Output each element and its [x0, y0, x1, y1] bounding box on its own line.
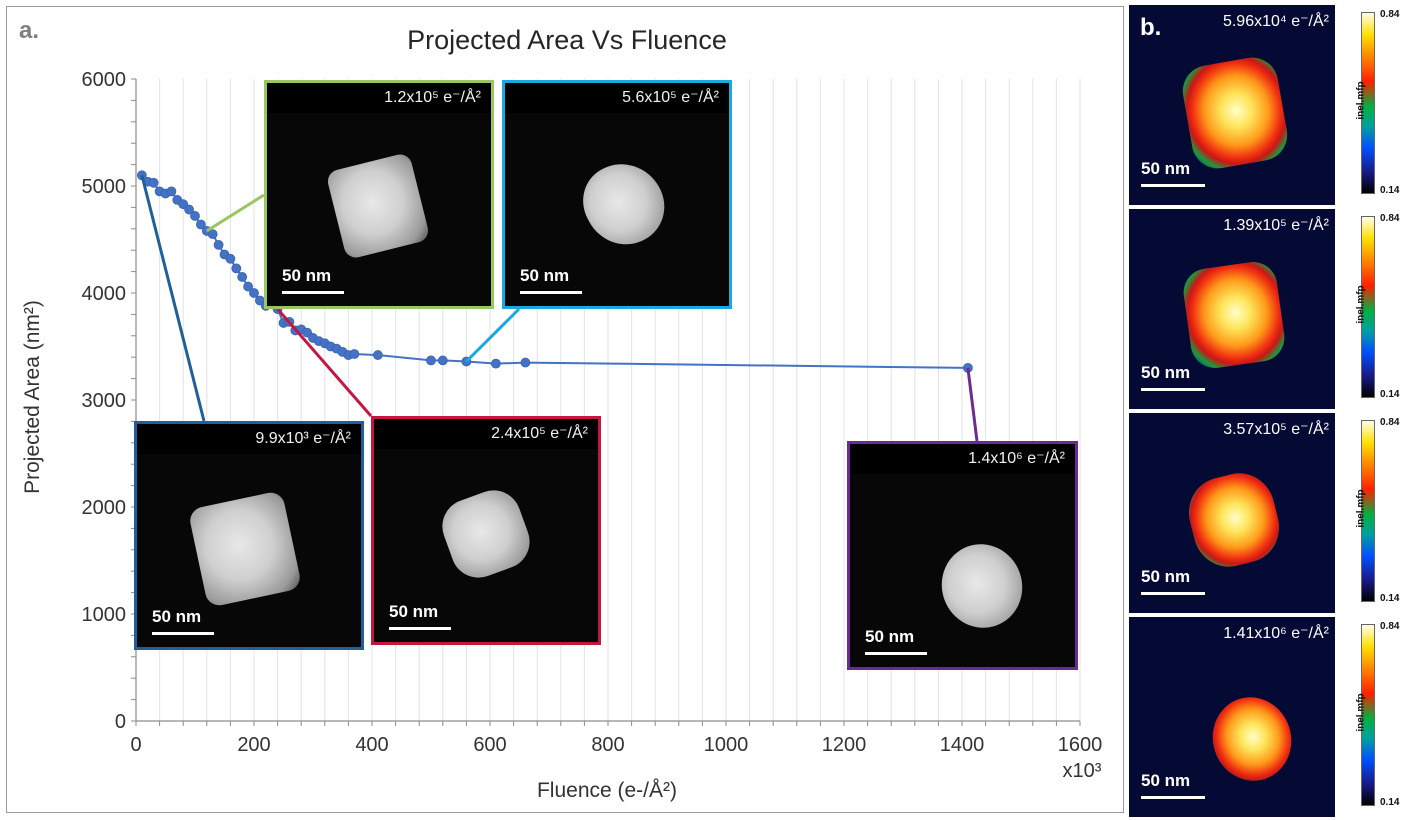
inset-connector-3 [276, 308, 373, 417]
colorbar-min: 0.14 [1380, 797, 1400, 808]
scale-bar [152, 632, 214, 635]
stem-inset-2: 1.2x10⁵ e⁻/Å² 50 nm [264, 80, 494, 309]
inset-fluence-label: 5.6x10⁵ e⁻/Å² [622, 89, 719, 106]
scale-bar-label: 50 nm [282, 266, 332, 285]
x-axis-multiplier: x10³ [1063, 760, 1102, 782]
data-point [426, 355, 436, 366]
scale-bar [1141, 184, 1205, 187]
scale-bar-label: 50 nm [865, 627, 915, 646]
x-axis-title: Fluence (e-/Å²) [537, 779, 677, 802]
scale-bar-label: 50 nm [1141, 771, 1191, 790]
map-fluence-label: 5.96x10⁴ e⁻/Å² [1222, 13, 1329, 30]
colorbar-max: 0.84 [1380, 9, 1400, 20]
data-point [148, 177, 159, 188]
colorbar-min: 0.14 [1380, 185, 1400, 196]
colorbar-min: 0.14 [1380, 593, 1400, 604]
data-point [520, 357, 531, 368]
inset-fluence-label: 2.4x10⁵ e⁻/Å² [491, 425, 588, 442]
inset-connector-1 [140, 174, 206, 422]
scale-bar [865, 652, 927, 655]
chart-title: Projected Area Vs Fluence [407, 25, 727, 55]
x-tick-label: 0 [130, 734, 141, 756]
scale-bar-label: 50 nm [520, 266, 570, 285]
x-tick-label: 1600 [1058, 734, 1103, 756]
y-tick-label: 4000 [82, 283, 127, 305]
data-point [213, 239, 224, 250]
inelastic-mfp-map-1: 5.96x10⁴ e⁻/Å² 50 nm [1129, 5, 1335, 205]
x-tick-label: 1000 [704, 734, 749, 756]
data-point [372, 350, 383, 360]
scale-bar [1141, 796, 1205, 799]
x-tick-label: 400 [355, 734, 388, 756]
scale-bar-label: 50 nm [1141, 567, 1191, 586]
map-fluence-label: 1.41x10⁶ e⁻/Å² [1223, 625, 1329, 642]
stem-inset-3: 2.4x10⁵ e⁻/Å² 50 nm [371, 416, 601, 645]
inelastic-mfp-map-3: 3.57x10⁵ e⁻/Å² 50 nm [1129, 413, 1335, 613]
colorbar-title: inel.mfp [1355, 285, 1367, 324]
panel-a: a. Projected Area Vs Fluence Projected A… [6, 6, 1124, 813]
y-tick-label: 6000 [82, 69, 127, 91]
scale-bar-label: 50 nm [1141, 363, 1191, 382]
data-point [437, 355, 448, 366]
colorbar-max: 0.84 [1380, 417, 1400, 428]
panel-b-label: b. [1140, 14, 1162, 41]
data-point [207, 229, 218, 240]
inset-connector-2 [206, 193, 265, 233]
y-tick-label: 0 [115, 711, 126, 733]
data-point [231, 263, 242, 274]
y-tick-label: 1000 [82, 604, 127, 626]
inelastic-mfp-map-2: 1.39x10⁵ e⁻/Å² 50 nm [1129, 209, 1335, 409]
scale-bar [1141, 388, 1205, 391]
panel-a-label: a. [19, 17, 40, 44]
data-point [237, 272, 248, 282]
data-point [166, 186, 177, 197]
scale-bar [389, 627, 451, 630]
inset-fluence-label: 9.9x10³ e⁻/Å² [255, 430, 351, 447]
panel-b: 5.96x10⁴ e⁻/Å² 50 nm b. 0.84 0.14 inel.m… [1126, 0, 1408, 820]
scale-bar [1141, 592, 1205, 595]
data-point [349, 349, 360, 359]
stem-inset-5: 1.4x10⁶ e⁻/Å² 50 nm [847, 441, 1078, 670]
colorbar-max: 0.84 [1380, 213, 1400, 224]
map-fluence-label: 3.57x10⁵ e⁻/Å² [1223, 421, 1329, 438]
scale-bar [282, 291, 344, 294]
y-axis-title: Projected Area (nm²) [21, 300, 44, 494]
inset-connector-4 [465, 307, 521, 363]
colorbar-title: inel.mfp [1355, 489, 1367, 528]
colorbar-3 [1361, 420, 1375, 602]
data-point [190, 211, 200, 221]
colorbar-4 [1361, 624, 1375, 806]
stem-inset-4: 5.6x10⁵ e⁻/Å² 50 nm [502, 80, 732, 309]
colorbar-min: 0.14 [1380, 389, 1400, 400]
stem-inset-1: 9.9x10³ e⁻/Å² 50 nm [134, 421, 364, 650]
inset-connector-5 [966, 367, 979, 442]
data-point [490, 358, 501, 369]
y-tick-label: 2000 [82, 497, 127, 519]
x-tick-label: 600 [473, 734, 506, 756]
colorbar-title: inel.mfp [1355, 81, 1367, 120]
colorbar-1 [1361, 12, 1375, 194]
inset-fluence-label: 1.2x10⁵ e⁻/Å² [384, 89, 481, 106]
x-tick-label: 1400 [940, 734, 985, 756]
data-point [225, 253, 236, 264]
data-point [243, 281, 254, 292]
y-tick-label: 5000 [82, 176, 127, 198]
x-tick-label: 1200 [822, 734, 867, 756]
map-fluence-label: 1.39x10⁵ e⁻/Å² [1223, 217, 1329, 234]
x-tick-label: 800 [591, 734, 624, 756]
y-tick-label: 3000 [82, 390, 127, 412]
scale-bar-label: 50 nm [1141, 159, 1191, 178]
colorbar-max: 0.84 [1380, 621, 1400, 632]
data-point [195, 219, 206, 230]
data-point [184, 204, 195, 215]
inelastic-mfp-map-4: 1.41x10⁶ e⁻/Å² 50 nm [1129, 617, 1335, 817]
data-point [249, 288, 259, 298]
x-tick-label: 200 [237, 734, 270, 756]
colorbar-2 [1361, 216, 1375, 398]
scale-bar [520, 291, 582, 294]
scale-bar-label: 50 nm [389, 602, 439, 621]
colorbar-title: inel.mfp [1355, 693, 1367, 732]
inset-fluence-label: 1.4x10⁶ e⁻/Å² [968, 450, 1065, 467]
scale-bar-label: 50 nm [152, 607, 202, 626]
